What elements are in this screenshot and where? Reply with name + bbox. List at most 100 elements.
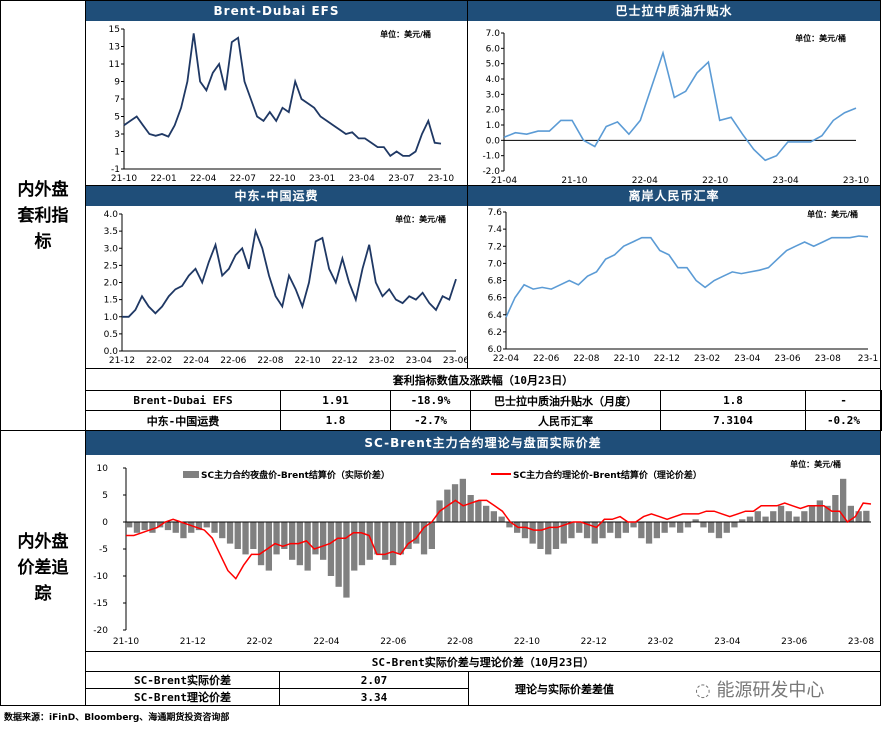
x-tick-label: 23-04 [406, 356, 432, 366]
bar [785, 511, 792, 522]
x-tick-label: 23-08 [848, 637, 874, 647]
bar [335, 522, 342, 587]
x-tick-label: 21-10 [561, 176, 587, 185]
bar [397, 522, 404, 555]
legend-label-bar: SC主力合约夜盘价-Brent结算价（实际价差） [201, 469, 390, 481]
bar [343, 522, 350, 598]
unit-label: 单位：美元/桶 [395, 214, 446, 224]
bar [715, 522, 723, 539]
bar [731, 522, 738, 528]
bar [483, 505, 490, 522]
bar [537, 522, 544, 549]
bar [219, 522, 226, 539]
x-tick-label: 23-06 [774, 354, 800, 364]
bar [133, 522, 141, 533]
x-tick-label: 23-01 [309, 174, 335, 184]
x-tick-label: 22-01 [151, 174, 177, 184]
bar [226, 522, 234, 544]
theory-spread-value: 3.34 [279, 688, 469, 706]
theory-spread-line [126, 499, 872, 580]
y-tick-label: 6.8 [488, 277, 503, 287]
x-tick-label: 23-1 [858, 354, 878, 364]
bar [126, 522, 133, 528]
bar [816, 500, 823, 522]
x-tick-label: 23-02 [694, 354, 720, 364]
x-tick-label: 22-04 [493, 354, 519, 364]
legend-label-line: SC主力合约理论价-Brent结算价（理论价差） [513, 469, 702, 481]
y-tick-label: 5 [114, 113, 120, 123]
y-tick-label: 1.0 [104, 313, 119, 323]
summary-cell: - [805, 390, 882, 411]
chart-title: Brent-Dubai EFS [86, 1, 467, 21]
bar [242, 522, 249, 555]
x-tick-label: 23-02 [369, 356, 395, 366]
wechat-icon: ◌ [695, 680, 717, 701]
summary-cell: Brent-Dubai EFS [85, 390, 281, 411]
bar [141, 522, 148, 531]
bar [645, 522, 653, 544]
bar [801, 511, 808, 522]
x-tick-label: 22-08 [573, 354, 599, 364]
summary-cell: 人民币汇率 [470, 410, 661, 431]
spread-table-title: SC-Brent实际价差与理论价差（10月23日） [85, 651, 881, 672]
bar [832, 495, 839, 522]
bar [630, 522, 637, 528]
x-tick-label: 22-12 [654, 354, 680, 364]
bar [149, 522, 156, 533]
bar [475, 500, 482, 522]
section-label-arb: 内外盘套利指标 [0, 0, 86, 431]
x-tick-label: 22-08 [447, 637, 473, 647]
bar [793, 516, 800, 522]
bar [203, 522, 210, 528]
x-tick-label: 22-12 [581, 637, 607, 647]
legend-swatch-bar [183, 471, 199, 478]
x-tick-label: 22-04 [632, 176, 658, 185]
summary-cell: -0.2% [805, 410, 882, 431]
bar [327, 522, 335, 576]
bar [622, 522, 629, 533]
bar [576, 522, 583, 533]
bar [351, 522, 358, 571]
bar [669, 522, 676, 528]
chart-basrah: 巴士拉中质油升贴水 -2.0 -1.0 0.0 1.0 2.0 3.0 4.0 5.0 6.0 7.… [467, 0, 881, 186]
y-tick-label: 2.5 [104, 261, 118, 271]
bar [234, 522, 241, 549]
bar [451, 484, 459, 522]
x-tick-label: 23-04 [734, 354, 760, 364]
section-label-spread: 内外盘价差追踪 [0, 430, 86, 706]
bar [583, 522, 591, 539]
bar [420, 522, 428, 555]
x-tick-label: 22-06 [380, 637, 406, 647]
unit-label: 单位：美元/桶 [807, 209, 858, 219]
x-tick-label: 22-08 [257, 356, 283, 366]
bar [164, 522, 172, 531]
y-tick-label: -10 [93, 572, 108, 582]
y-tick-label: 3.0 [486, 90, 501, 100]
y-tick-label: 7.4 [488, 225, 503, 235]
y-tick-label: 7.6 [488, 208, 503, 218]
bar [677, 522, 684, 533]
bar [428, 522, 435, 549]
bar [599, 522, 606, 539]
summary-cell: 1.8 [280, 410, 391, 431]
bar [863, 510, 870, 522]
bar [358, 522, 366, 566]
summary-table-title: 套利指标数值及涨跌幅（10月23日） [85, 368, 881, 391]
x-tick-label: 22-06 [220, 356, 246, 366]
chart-title: 中东-中国运费 [86, 186, 467, 206]
x-tick-label: 23-10 [428, 174, 454, 184]
chart-cnh: 离岸人民币汇率 6.0 6.2 6.4 6.6 6.8 7.0 7.2 7.4 7.6 22-04 2… [467, 185, 881, 369]
bar [824, 505, 831, 522]
chart-title: SC-Brent主力合约理论与盘面实际价差 [86, 431, 880, 455]
actual-spread-label: SC-Brent实际价差 [85, 671, 280, 689]
x-tick-label: 21-04 [491, 176, 517, 185]
chart-title: 巴士拉中质油升贴水 [468, 1, 880, 21]
x-tick-label: 22-10 [269, 174, 295, 184]
bar [591, 522, 598, 544]
watermark-text: 能源研发中心 [716, 680, 825, 701]
y-tick-label: 0.0 [486, 136, 501, 146]
bar [692, 519, 699, 522]
chart-sc-brent: SC-Brent主力合约理论与盘面实际价差 -20 -15 -10 -5 0 5 10 21-1… [85, 430, 881, 652]
bar [467, 495, 474, 522]
x-tick-label: 22-10 [514, 637, 540, 647]
